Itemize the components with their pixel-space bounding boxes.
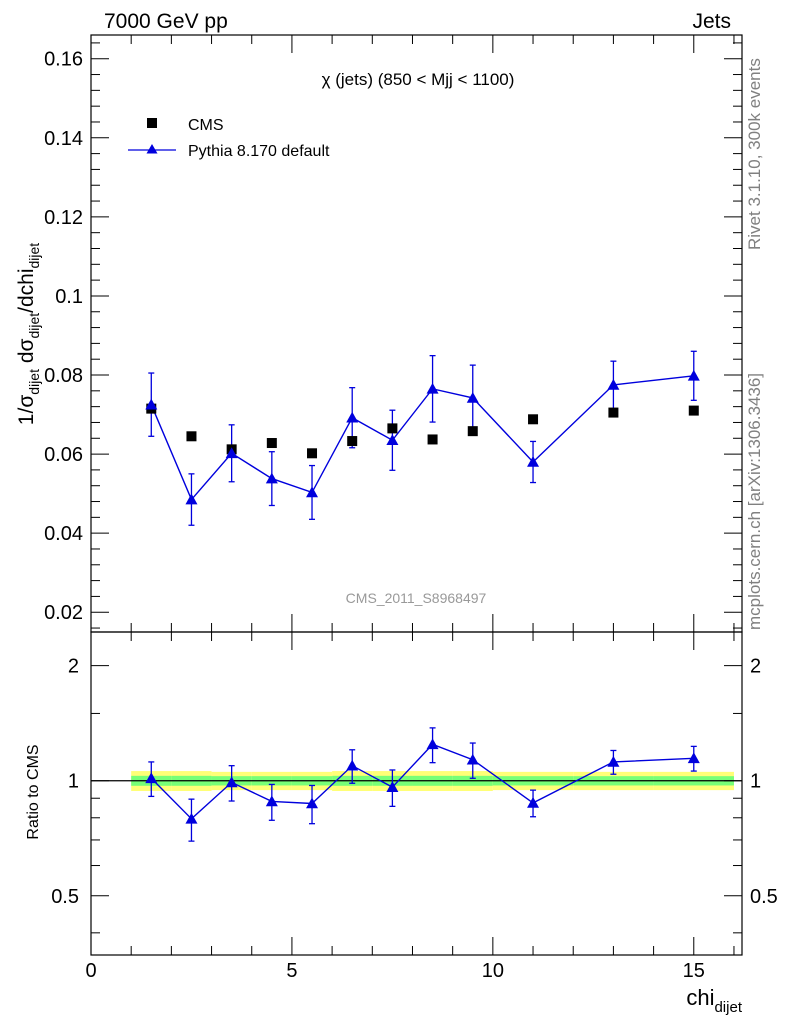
ratio-series-layer (145, 727, 700, 842)
ratio-y-tick-label: 2 (68, 656, 79, 678)
cms-data-point (186, 431, 197, 442)
pythia-data-point (527, 455, 540, 467)
cms-data-point (608, 407, 619, 418)
main-y-tick-label: 0.16 (44, 49, 83, 71)
cms-data-point (688, 405, 699, 416)
ratio-y-tick-label-right: 2 (750, 656, 761, 678)
plot-title: χ (jets) (850 < Mjj < 1100) (322, 70, 515, 89)
main-y-tick-label: 0.06 (44, 444, 83, 466)
ratio-data-point (527, 796, 540, 808)
ratio-y-tick-label-right: 1 (750, 771, 761, 793)
mcplots-source-label: mcplots.cern.ch [arXiv:1306.3436] (745, 373, 764, 630)
legend-marker-pythia (146, 144, 158, 154)
legend-marker-cms (147, 118, 157, 128)
ratio-data-point (426, 738, 439, 750)
pythia-data-point (185, 493, 198, 505)
x-tick-label: 15 (683, 960, 705, 982)
main-series-layer (145, 350, 700, 526)
legend-label-pythia: Pythia 8.170 default (188, 143, 330, 160)
ratio-data-point (466, 753, 479, 765)
pythia-data-point (265, 472, 278, 484)
cms-data-point (387, 423, 398, 434)
pythia-data-point (225, 447, 238, 459)
legend-label-cms: CMS (188, 117, 224, 134)
ratio-data-point (346, 759, 359, 771)
header-process-label: Jets (692, 10, 731, 33)
pythia-data-point (306, 486, 319, 498)
cms-data-point (347, 436, 358, 447)
main-axes: 0.02 0.04 0.06 0.08 0.1 0.12 0.14 0.16 (44, 35, 742, 632)
ratio-data-point (687, 752, 700, 764)
main-y-tick-label: 0.04 (44, 523, 83, 545)
cms-data-point (467, 426, 478, 437)
ratio-data-point (185, 812, 198, 824)
x-tick-label: 0 (85, 960, 96, 982)
pythia-data-point (607, 378, 620, 390)
ratio-y-tick-label-right: 0.5 (750, 886, 778, 908)
ratio-data-point (607, 755, 620, 767)
ratio-uncertainty-band (91, 771, 742, 792)
ratio-data-point (265, 795, 278, 807)
pythia-data-point (426, 382, 439, 394)
ratio-pythia-line (150, 743, 694, 820)
pythia-data-point (145, 398, 158, 410)
ratio-y-tick-label: 0.5 (51, 886, 79, 908)
x-tick-label: 5 (286, 960, 297, 982)
cms-data-point (427, 434, 438, 445)
main-y-tick-label: 0.02 (44, 602, 83, 624)
legend: CMS Pythia 8.170 default (128, 117, 330, 160)
ratio-axes: 0.5 0.5 1 1 2 2 0 5 10 15 (51, 632, 778, 982)
rivet-version-label: Rivet 3.1.10, 300k events (745, 58, 764, 250)
main-y-tick-label: 0.12 (44, 207, 83, 229)
cms-data-point (307, 448, 318, 459)
cms-data-point (528, 414, 539, 425)
main-y-tick-label: 0.1 (55, 286, 83, 308)
ratio-y-tick-label: 1 (68, 771, 79, 793)
ratio-y-axis-label: Ratio to CMS (25, 744, 42, 839)
ratio-data-point (145, 772, 158, 784)
ratio-data-point (225, 776, 238, 788)
ratio-data-point (386, 781, 399, 792)
pythia-data-point (346, 411, 359, 423)
x-tick-label: 10 (482, 960, 504, 982)
pythia-data-point (687, 369, 700, 381)
main-y-tick-label: 0.08 (44, 365, 83, 387)
main-y-axis-label: 1/σdijet dσdijet/dchidijet (15, 243, 42, 425)
ratio-data-point (306, 797, 319, 809)
ratio-panel-frame (90, 631, 743, 956)
analysis-watermark: CMS_2011_S8968497 (346, 590, 487, 606)
x-axis-label: chidijet (686, 985, 742, 1016)
header-beam-label: 7000 GeV pp (104, 10, 228, 33)
svg-text:1/σdijet dσdijet/dchidijet: 1/σdijet dσdijet/dchidijet (15, 243, 42, 425)
cms-data-point (266, 438, 277, 449)
pythia-data-point (466, 391, 479, 403)
pythia-data-point (386, 434, 399, 446)
pythia-line (150, 375, 694, 501)
main-y-tick-label: 0.14 (44, 128, 83, 150)
